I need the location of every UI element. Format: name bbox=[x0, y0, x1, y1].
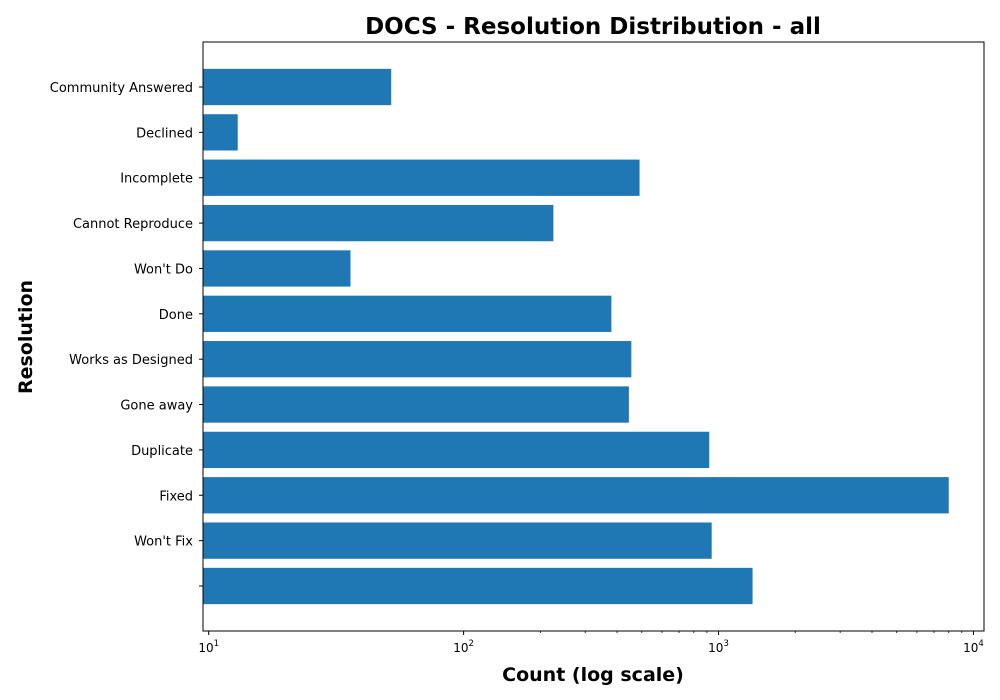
y-tick-label: Duplicate bbox=[131, 444, 193, 459]
y-tick-label: Gone away bbox=[120, 399, 193, 414]
x-tick-exponent: 3 bbox=[723, 639, 728, 649]
y-tick-label: Cannot Reproduce bbox=[73, 217, 193, 232]
bar bbox=[203, 159, 640, 196]
bar bbox=[203, 431, 710, 469]
x-tick-exponent: 4 bbox=[978, 639, 983, 649]
y-tick-label: Won't Do bbox=[134, 262, 193, 277]
chart-title: DOCS - Resolution Distribution - all bbox=[365, 14, 821, 40]
bar bbox=[203, 204, 554, 242]
x-tick-label: 101 bbox=[198, 639, 219, 655]
x-tick-exponent: 2 bbox=[469, 639, 474, 649]
x-tick-base: 10 bbox=[198, 641, 213, 655]
x-tick-base: 10 bbox=[453, 641, 468, 655]
y-ticks-layer: Community Answered Declined Incomplete Cann… bbox=[50, 81, 203, 587]
bars-layer bbox=[203, 68, 949, 605]
x-tick-label: 103 bbox=[708, 639, 729, 655]
bar bbox=[203, 295, 612, 332]
y-tick-label: Won't Fix bbox=[134, 535, 193, 550]
y-tick-label: Incomplete bbox=[120, 172, 193, 187]
x-tick-label: 104 bbox=[963, 639, 984, 655]
bar bbox=[203, 522, 712, 559]
bar bbox=[203, 567, 753, 605]
x-tick-exponent: 1 bbox=[214, 639, 219, 649]
bar bbox=[203, 250, 351, 287]
x-ticks-layer: 101 102 103 104 bbox=[198, 631, 984, 655]
x-tick-label: 102 bbox=[453, 639, 474, 655]
bar bbox=[203, 477, 949, 514]
bar bbox=[203, 68, 392, 106]
y-tick-label: Fixed bbox=[159, 489, 193, 504]
bar bbox=[203, 114, 238, 151]
x-axis-label: Count (log scale) bbox=[502, 664, 684, 686]
bar bbox=[203, 341, 632, 378]
y-tick-label: Done bbox=[159, 308, 193, 323]
x-tick-base: 10 bbox=[708, 641, 723, 655]
x-tick-base: 10 bbox=[963, 641, 978, 655]
y-tick-label: Declined bbox=[136, 126, 193, 141]
plot-frame bbox=[202, 41, 985, 632]
bar bbox=[203, 386, 629, 423]
y-axis-label: Resolution bbox=[15, 280, 37, 394]
y-tick-label: Community Answered bbox=[50, 81, 193, 96]
y-tick-label: Works as Designed bbox=[69, 353, 193, 368]
